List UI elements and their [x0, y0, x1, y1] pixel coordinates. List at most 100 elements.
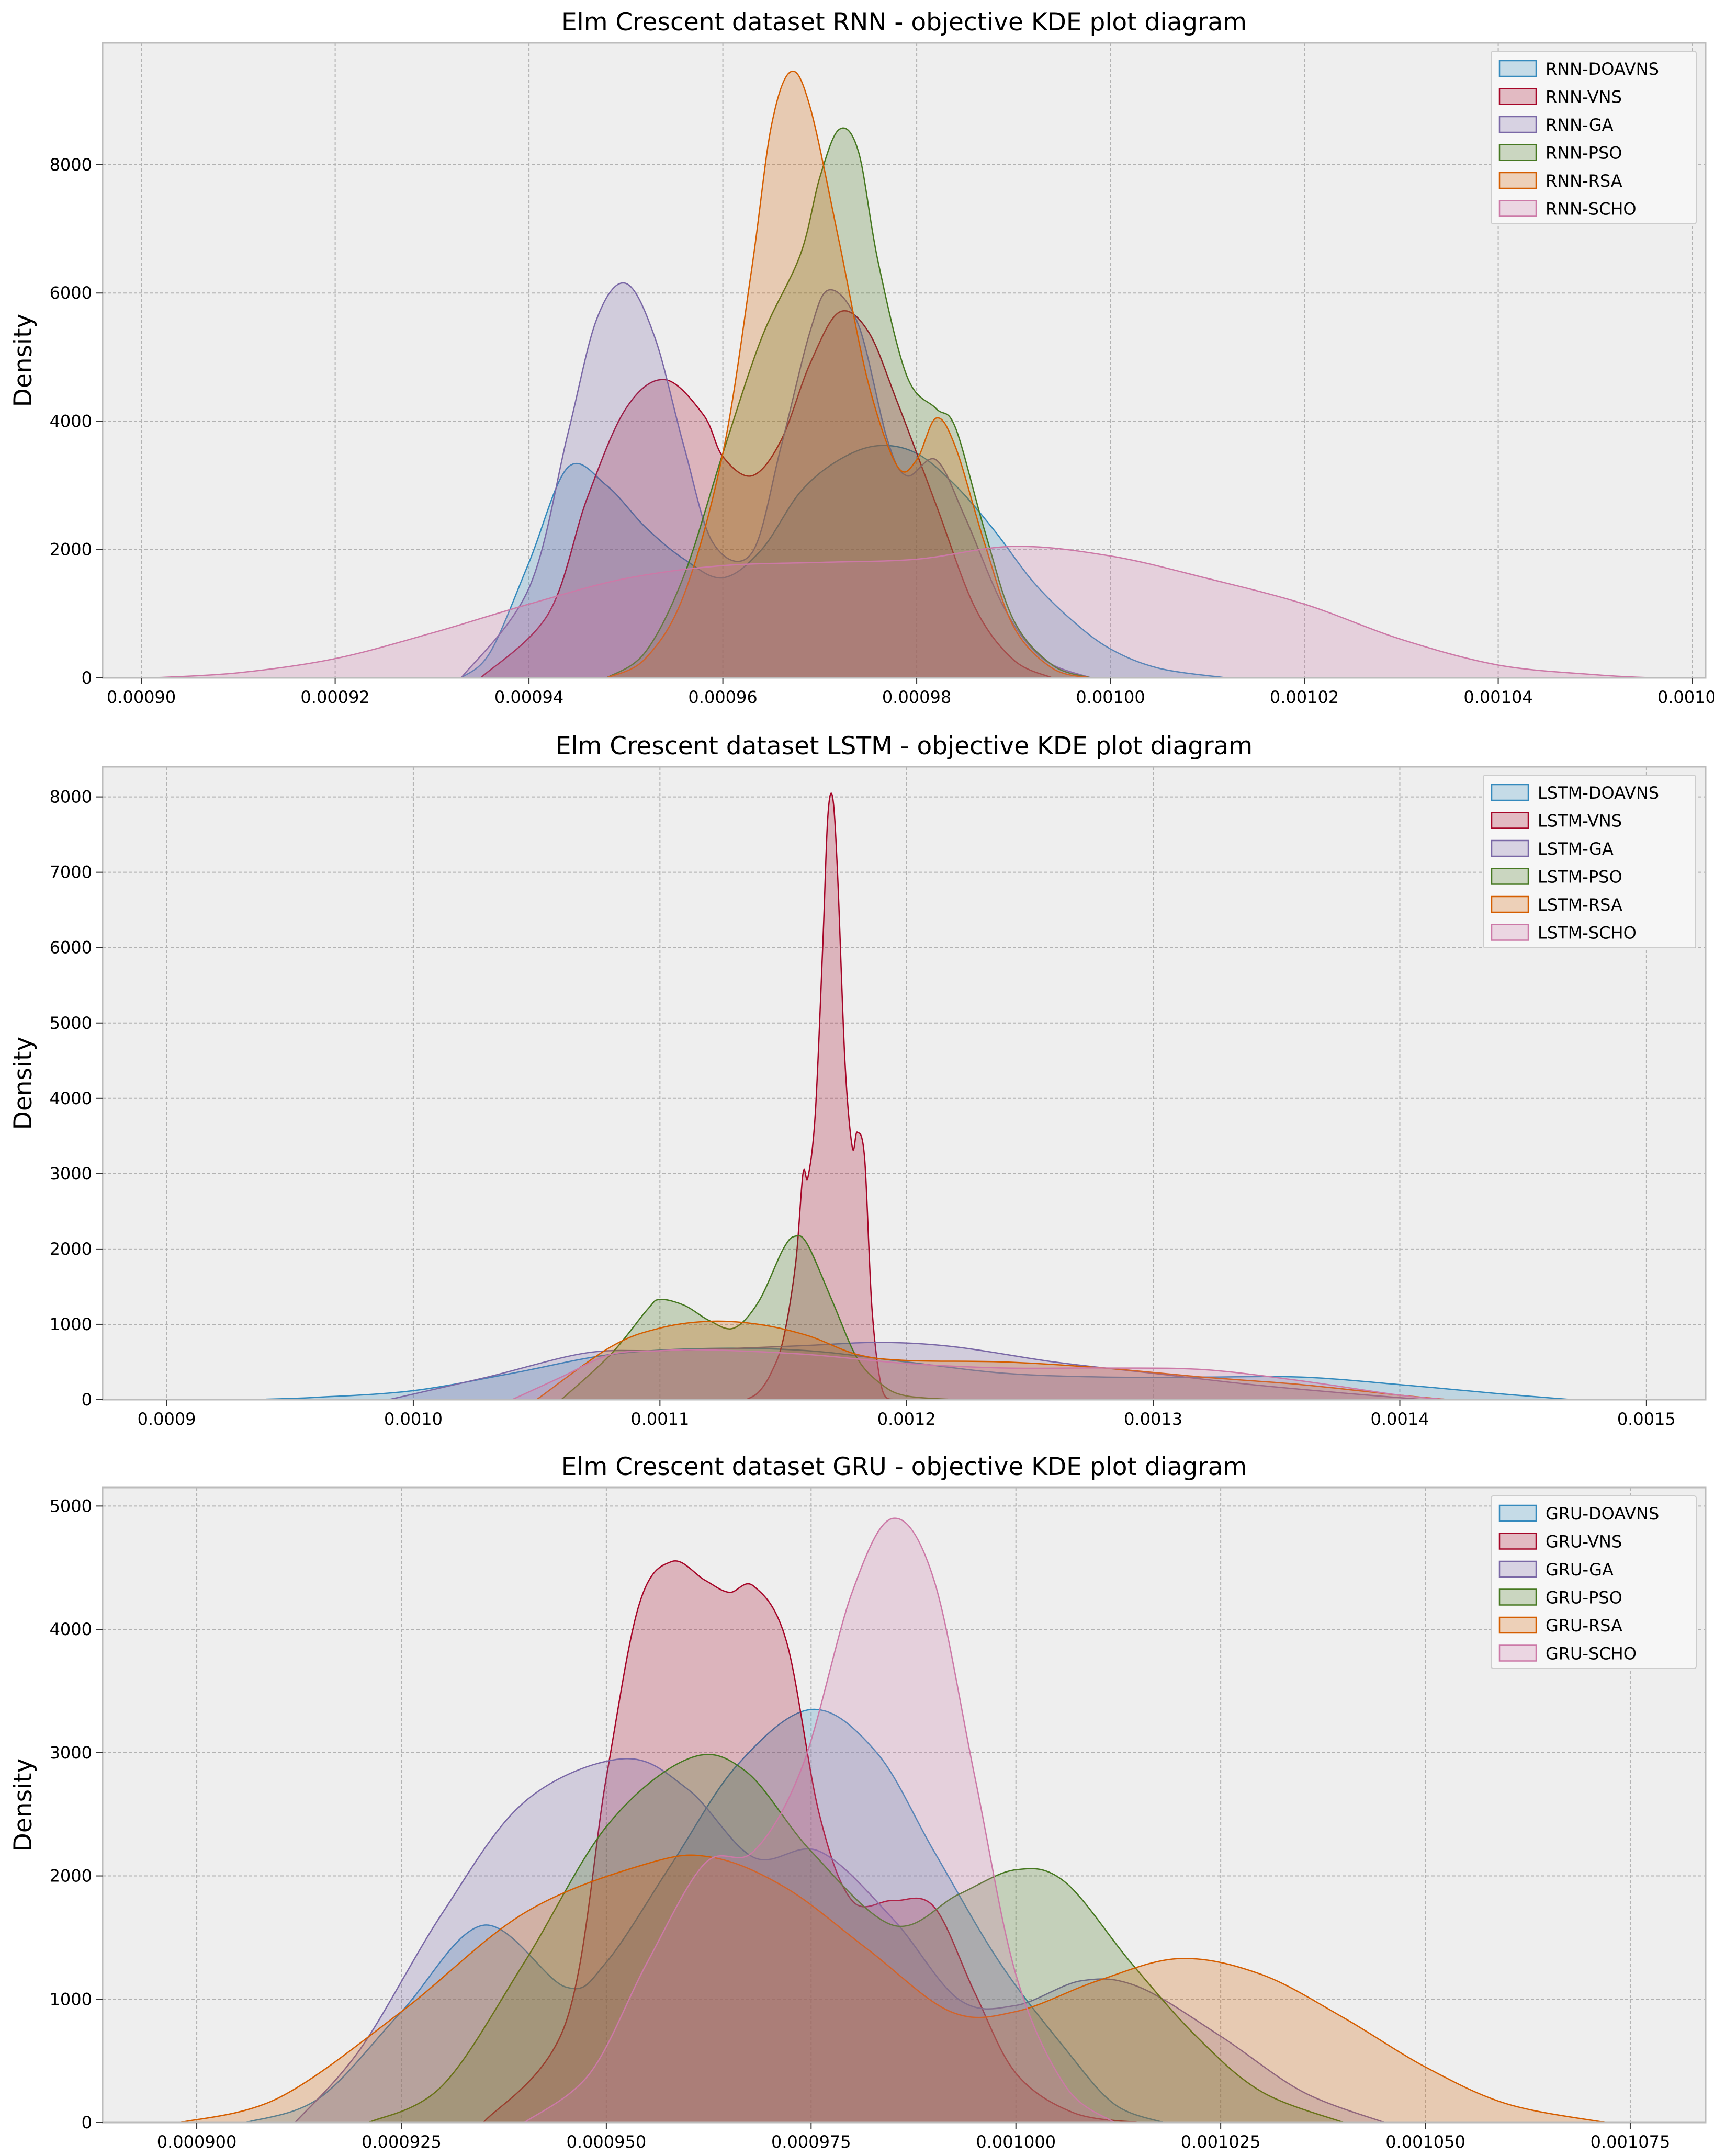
y-tick-label: 0: [82, 1390, 92, 1410]
x-tick-label: 0.00100: [1076, 687, 1145, 707]
kde-line-gru-vns: [483, 1560, 1139, 2124]
y-tick-label: 2000: [50, 540, 92, 560]
legend-box: [1483, 775, 1696, 948]
x-tick-label: 0.001050: [1385, 2132, 1465, 2152]
kde-area-gru-doavns: [246, 1709, 1164, 2123]
x-tick-label: 0.00096: [688, 687, 757, 707]
legend-swatch: [1498, 116, 1537, 133]
kde-line-rnn-rsa: [606, 70, 1091, 679]
legend-swatch: [1491, 895, 1529, 913]
legend-label: GRU-DOAVNS: [1546, 1504, 1659, 1524]
kde-area-lstm-rsa: [536, 1321, 1449, 1400]
kde-area-rnn-rsa: [606, 71, 1091, 678]
plot-frame: [102, 1486, 1707, 2124]
legend-swatch: [1498, 200, 1537, 217]
x-tick-label: 0.00092: [300, 687, 369, 707]
kde-line-rnn-pso: [606, 127, 1091, 679]
x-tick-label: 0.0013: [1124, 1409, 1182, 1429]
y-tick-label: 4000: [50, 411, 92, 431]
x-tick-label: 0.0012: [877, 1409, 936, 1429]
rnn-kde-panel: 0.00090 0.00092 0.00094 0.00096 0.00098 0.001…: [9, 8, 1714, 707]
y-tick-label: 3000: [50, 1164, 92, 1184]
legend-swatch: [1498, 88, 1537, 105]
kde-line-rnn-doavns: [460, 445, 1227, 679]
kde-line-lstm-ga: [388, 1342, 1425, 1401]
legend-label: RNN-RSA: [1546, 171, 1622, 191]
kde-area-rnn-pso: [606, 128, 1091, 678]
legend-swatch: [1491, 924, 1529, 941]
lstm-kde-panel: 0.0009 0.0010 0.0011 0.0012 0.0013 0.0014 0.00…: [9, 732, 1707, 1429]
y-tick-label: 8000: [50, 155, 92, 175]
y-tick-label: 4000: [50, 1088, 92, 1108]
x-tick-label: 0.0014: [1370, 1409, 1429, 1429]
y-axis-label: Density: [9, 1037, 38, 1130]
x-tick-label: 0.000900: [157, 2132, 237, 2152]
kde-area-rnn-ga: [461, 282, 1091, 678]
x-tick-label: 0.000975: [771, 2132, 851, 2152]
legend-swatch: [1491, 839, 1529, 857]
y-tick-label: 3000: [50, 1743, 92, 1763]
y-axis-label: Density: [9, 314, 38, 407]
legend-label: LSTM-SCHO: [1538, 923, 1637, 943]
legend-swatch: [1498, 1644, 1537, 1662]
legend: RNN-DOAVNS RNN-VNS RNN-GA RNN-PSO RNN-RSA RNN…: [1491, 51, 1697, 224]
y-tick-label: 1000: [50, 1314, 92, 1334]
y-tick-label: 8000: [50, 787, 92, 807]
y-tick-label: 0: [82, 668, 92, 688]
y-tick-label: 0: [82, 2113, 92, 2132]
y-tick-label: 7000: [50, 863, 92, 882]
legend-label: GRU-SCHO: [1546, 1644, 1637, 1664]
legend-label: GRU-PSO: [1546, 1588, 1622, 1608]
kde-area-gru-ga: [295, 1758, 1385, 2123]
x-tick-label: 0.00098: [882, 687, 951, 707]
legend-swatch: [1498, 1560, 1537, 1578]
y-tick-label: 4000: [50, 1619, 92, 1639]
legend-swatch: [1498, 60, 1537, 77]
y-axis-label: Density: [9, 1758, 38, 1852]
legend-label: RNN-VNS: [1546, 87, 1622, 107]
legend-swatch: [1498, 1533, 1537, 1550]
x-tick-label: 0.0009: [138, 1409, 196, 1429]
y-tick-label: 5000: [50, 1013, 92, 1033]
legend-swatch: [1491, 784, 1529, 801]
kde-line-lstm-vns: [746, 792, 895, 1401]
gru-kde-panel: 0.000900 0.000925 0.000950 0.000975 0.001000…: [9, 1453, 1707, 2152]
kde-area-gru-scho: [524, 1518, 1114, 2123]
legend-swatch: [1498, 144, 1537, 161]
x-tick-label: 0.0015: [1617, 1409, 1676, 1429]
kde-area-gru-pso: [368, 1754, 1344, 2123]
kde-line-lstm-pso: [560, 1235, 956, 1401]
chart-title: Elm Crescent dataset GRU - objective KDE…: [561, 1453, 1247, 1481]
y-tick-label: 6000: [50, 283, 92, 303]
kde-area-lstm-vns: [746, 793, 895, 1400]
legend-label: GRU-GA: [1546, 1560, 1614, 1580]
kde-line-gru-scho: [524, 1517, 1115, 2124]
legend-label: LSTM-VNS: [1538, 811, 1622, 831]
legend-box: [1491, 1495, 1697, 1669]
kde-line-rnn-ga: [460, 282, 1091, 679]
x-tick-label: 0.0011: [630, 1409, 689, 1429]
plot-area: [103, 1488, 1706, 2123]
y-tick-label: 1000: [50, 1989, 92, 2009]
y-tick-label: 2000: [50, 1239, 92, 1259]
kde-area-lstm-doavns: [248, 1348, 1573, 1400]
legend-label: LSTM-RSA: [1538, 895, 1622, 915]
x-tick-label: 0.001075: [1591, 2132, 1671, 2152]
legend-swatch: [1491, 868, 1529, 885]
x-tick-label: 0.00090: [107, 687, 176, 707]
legend-label: LSTM-GA: [1538, 839, 1614, 859]
legend-swatch: [1498, 1588, 1537, 1606]
kde-area-gru-rsa: [180, 1855, 1606, 2123]
kde-area-gru-vns: [483, 1561, 1139, 2123]
chart-title: Elm Crescent dataset RNN - objective KDE…: [561, 8, 1247, 37]
legend-swatch: [1498, 1616, 1537, 1634]
legend-label: RNN-PSO: [1546, 143, 1622, 163]
legend: LSTM-DOAVNS LSTM-VNS LSTM-GA LSTM-PSO LSTM-R…: [1483, 775, 1696, 948]
kde-area-rnn-scho: [151, 546, 1653, 678]
x-tick-label: 0.001025: [1181, 2132, 1261, 2152]
kde-line-gru-ga: [294, 1758, 1385, 2124]
legend-label: RNN-SCHO: [1546, 199, 1637, 219]
kde-line-gru-rsa: [180, 1854, 1606, 2124]
x-tick-label: 0.00094: [494, 687, 563, 707]
